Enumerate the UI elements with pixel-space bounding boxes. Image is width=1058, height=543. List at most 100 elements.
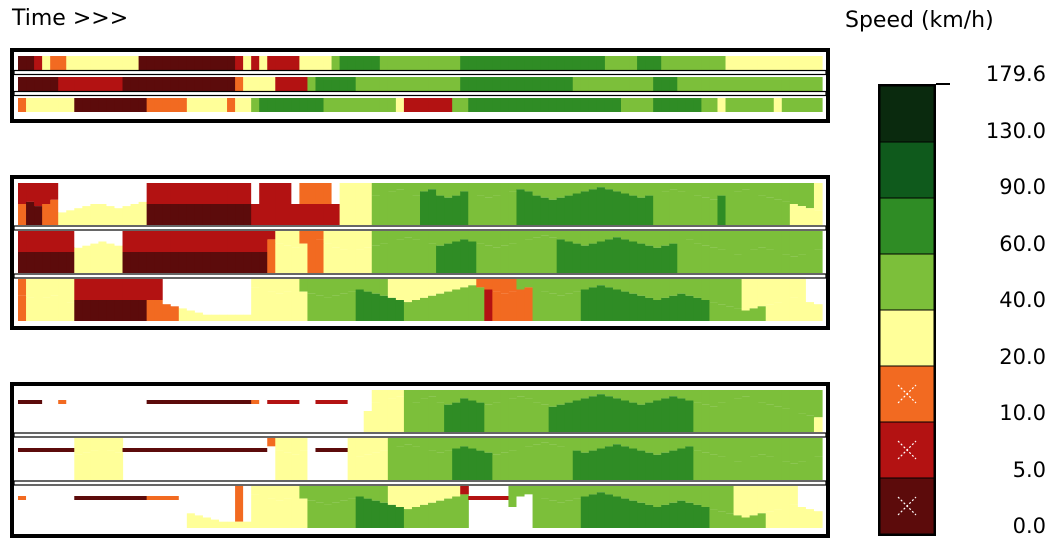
speed-cell (371, 231, 381, 246)
speed-cell (74, 279, 83, 300)
speed-cell (500, 183, 510, 194)
speed-cell (460, 98, 469, 112)
speed-cell (34, 252, 43, 273)
speed-cell (765, 456, 775, 480)
speed-cell (500, 400, 510, 432)
speed-cell (653, 193, 662, 225)
speed-cell (411, 231, 421, 240)
speed-cell (428, 396, 437, 432)
speed-cell (363, 279, 373, 292)
speed-cell (532, 56, 542, 70)
speed-cell (781, 254, 791, 273)
speed-cell (789, 438, 799, 464)
speed-cell (114, 452, 124, 480)
speed-cell (476, 390, 485, 403)
speed-cell (773, 459, 783, 480)
speed-cell (74, 454, 83, 480)
speed-cell (468, 390, 477, 401)
speed-cell (725, 252, 735, 273)
speed-cell (548, 183, 558, 200)
speed-cell (331, 279, 341, 296)
speed-cell (532, 231, 542, 238)
speed-cell (725, 459, 735, 480)
speed-cell (411, 195, 421, 225)
speed-cell (813, 456, 823, 480)
speed-cell (781, 56, 791, 70)
speed-cell (90, 300, 99, 321)
speed-cell (444, 450, 453, 480)
speed-cell (347, 204, 357, 225)
speed-cell (138, 231, 148, 252)
legend-tick-label: 60.0 (999, 231, 1046, 256)
speed-cell (194, 204, 204, 225)
speed-cell (645, 402, 654, 432)
speed-cell (717, 56, 727, 70)
speed-cell (170, 400, 180, 404)
speed-cell (596, 241, 606, 273)
speed-cell (701, 279, 711, 300)
speed-cell (58, 300, 67, 321)
speed-cell (130, 411, 140, 432)
speed-cell (420, 77, 429, 91)
speed-cell (580, 191, 590, 225)
legend-swatch (880, 141, 934, 199)
speed-cell (556, 197, 566, 225)
speed-cell (548, 231, 558, 238)
legend-tick-label: 130.0 (985, 118, 1046, 143)
speed-cell (363, 231, 373, 248)
speed-cell (235, 252, 244, 273)
speed-cell (781, 98, 791, 112)
speed-cell (637, 279, 646, 296)
speed-cell (612, 486, 622, 497)
speed-cell (138, 300, 148, 321)
speed-cell (621, 291, 630, 321)
speed-cell (34, 183, 43, 207)
speed-cell (82, 77, 91, 91)
speed-cell (26, 56, 35, 70)
speed-cell (789, 279, 799, 298)
speed-cell (210, 486, 220, 520)
row-separator (14, 273, 826, 279)
speed-cell (363, 183, 373, 204)
speed-cell (90, 411, 99, 432)
speed-cell (725, 77, 735, 91)
speed-cell (66, 252, 75, 273)
speed-cell (444, 498, 453, 528)
speed-cell (122, 279, 132, 300)
speed-cell (725, 438, 735, 459)
speed-cell (307, 241, 317, 273)
speed-cell (411, 402, 421, 432)
speed-cell (243, 279, 252, 315)
speed-cell (629, 56, 638, 70)
speed-cell (612, 183, 622, 192)
speed-cell (130, 300, 140, 321)
speed-cell (307, 411, 317, 432)
speed-cell (773, 199, 783, 225)
speed-cell (757, 306, 767, 321)
speed-cell (621, 446, 630, 480)
speed-cell (781, 300, 791, 321)
speed-cell (773, 231, 783, 252)
speed-cell (524, 98, 534, 112)
speed-cell (500, 56, 510, 70)
speed-cell (516, 56, 526, 70)
speed-cell (355, 56, 365, 70)
speed-cell (82, 438, 91, 453)
speed-cell (26, 507, 35, 528)
speed-cell (387, 504, 397, 528)
speed-cell (781, 408, 791, 432)
speed-cell (331, 295, 341, 321)
speed-cell (219, 448, 228, 452)
speed-cell (202, 98, 212, 112)
speed-cell (114, 231, 124, 246)
speed-cell (717, 438, 727, 457)
speed-cell (564, 98, 574, 112)
speed-cell (106, 183, 116, 207)
speed-cell (363, 454, 373, 480)
speed-cell (653, 183, 662, 194)
speed-cell (74, 208, 83, 225)
speed-cell (428, 77, 437, 91)
speed-cell (749, 438, 759, 457)
speed-cell (74, 231, 83, 248)
speed-cell (813, 77, 823, 91)
